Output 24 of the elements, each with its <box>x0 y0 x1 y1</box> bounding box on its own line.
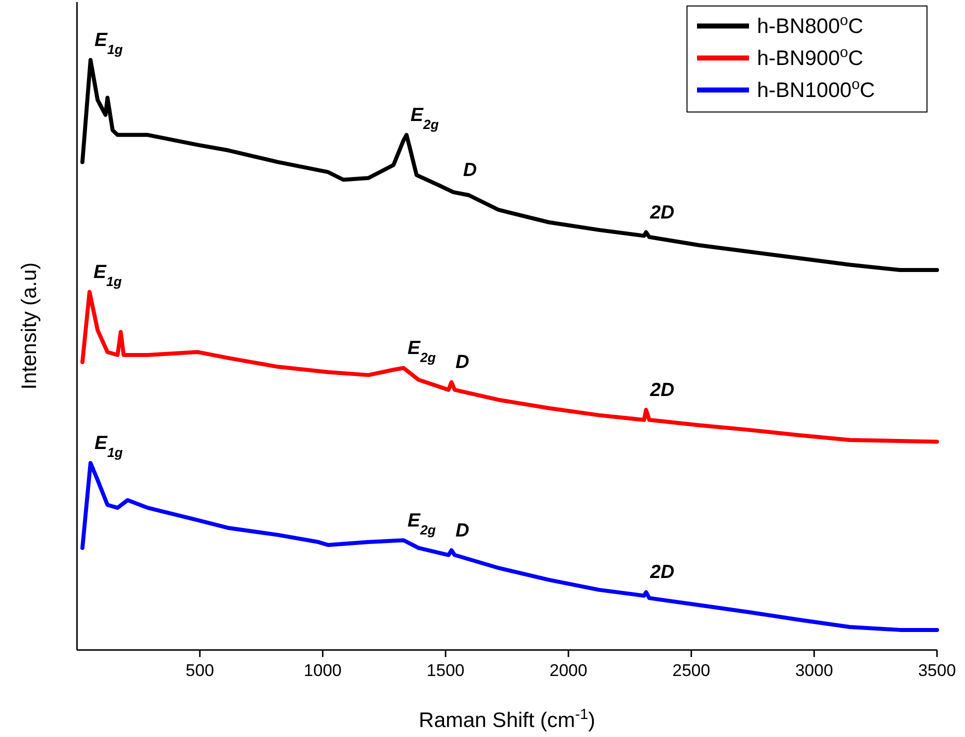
annotation: 2D <box>649 562 675 584</box>
annotation: 2D <box>649 380 675 401</box>
legend-label: h-BN1000$^{o}$C <box>757 77 875 102</box>
annotation: D <box>463 160 478 181</box>
x-tick-label: 2000 <box>550 661 588 680</box>
x-tick-label: 3500 <box>918 661 956 680</box>
annotation: E$_{2g}$ <box>410 104 439 132</box>
annotation: D <box>455 352 470 374</box>
x-axis-title: Raman Shift (cm$^{-1}$) <box>418 707 596 732</box>
x-tick-label: 3000 <box>795 661 834 680</box>
annotation: E$_{1g}$ <box>94 262 122 288</box>
y-axis-title: Intensity (a.u) <box>18 262 41 390</box>
annotation: E$_{1g}$ <box>94 30 123 56</box>
legend-label: h-BN900$^{o}$C <box>757 45 864 70</box>
x-tick-label: 500 <box>186 661 214 680</box>
x-tick-label: 2500 <box>672 661 710 680</box>
annotation: 2D <box>649 202 675 224</box>
annotation: E$_{2g}$ <box>408 510 436 537</box>
annotation: E$_{2g}$ <box>408 338 436 364</box>
x-tick-label: 1000 <box>304 661 342 680</box>
legend-label: h-BN800$^{o}$C <box>757 13 864 38</box>
annotation: D <box>455 520 470 542</box>
annotation: E$_{1g}$ <box>94 432 123 460</box>
x-tick-label: 1500 <box>426 661 464 680</box>
